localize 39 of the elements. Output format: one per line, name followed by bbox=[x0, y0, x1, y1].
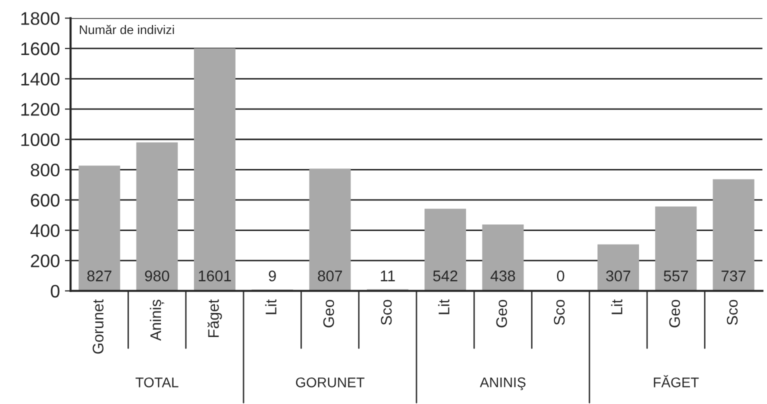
x-tick-label: Lit bbox=[438, 299, 450, 314]
y-tick-label: 400 bbox=[30, 224, 60, 237]
data-label: 542 bbox=[433, 270, 458, 282]
data-label: 1601 bbox=[198, 270, 231, 282]
text: GORUNET bbox=[296, 377, 364, 388]
x-tick-label: Aniniș bbox=[150, 300, 164, 341]
text: ANINIŞ bbox=[480, 377, 526, 390]
x-tick-label: Sco bbox=[554, 300, 565, 325]
y-tick-label: 1200 bbox=[21, 103, 60, 116]
text: FĂGET bbox=[654, 375, 699, 388]
y-tick-label: 1000 bbox=[21, 133, 60, 146]
data-label: 557 bbox=[664, 270, 688, 282]
y-tick-label: 0 bbox=[50, 284, 60, 298]
y-tick-label: 600 bbox=[30, 194, 60, 207]
y-axis-title: Număr de indivizi bbox=[80, 24, 174, 34]
x-tick-label: Geo bbox=[323, 300, 334, 328]
x-tick-label: Sco bbox=[380, 300, 392, 325]
x-tick-label: Făget bbox=[207, 299, 222, 338]
y-tick-label: 800 bbox=[30, 164, 60, 176]
x-tick-label: Geo bbox=[496, 300, 508, 328]
y-tick-label: 200 bbox=[30, 254, 60, 268]
x-tick-label: Lit bbox=[265, 299, 276, 314]
y-tick-label: 1800 bbox=[21, 12, 60, 25]
data-label: 807 bbox=[318, 270, 342, 282]
data-label: 737 bbox=[722, 270, 746, 282]
data-label: 438 bbox=[490, 270, 516, 282]
data-label: 827 bbox=[87, 270, 112, 282]
x-tick-label: Lit bbox=[611, 299, 622, 314]
data-label: 11 bbox=[380, 270, 395, 282]
x-tick-label: Sco bbox=[726, 300, 738, 325]
x-tick-label: Gorunet bbox=[92, 299, 104, 354]
text: TOTAL bbox=[136, 377, 178, 388]
x-tick-label: Geo bbox=[669, 300, 680, 328]
data-label: 0 bbox=[556, 270, 564, 282]
y-tick-label: 1600 bbox=[21, 42, 60, 56]
data-label: 980 bbox=[145, 270, 170, 282]
data-label: 307 bbox=[606, 270, 630, 282]
y-tick-label: 1400 bbox=[21, 72, 60, 86]
data-label: 9 bbox=[268, 270, 276, 282]
